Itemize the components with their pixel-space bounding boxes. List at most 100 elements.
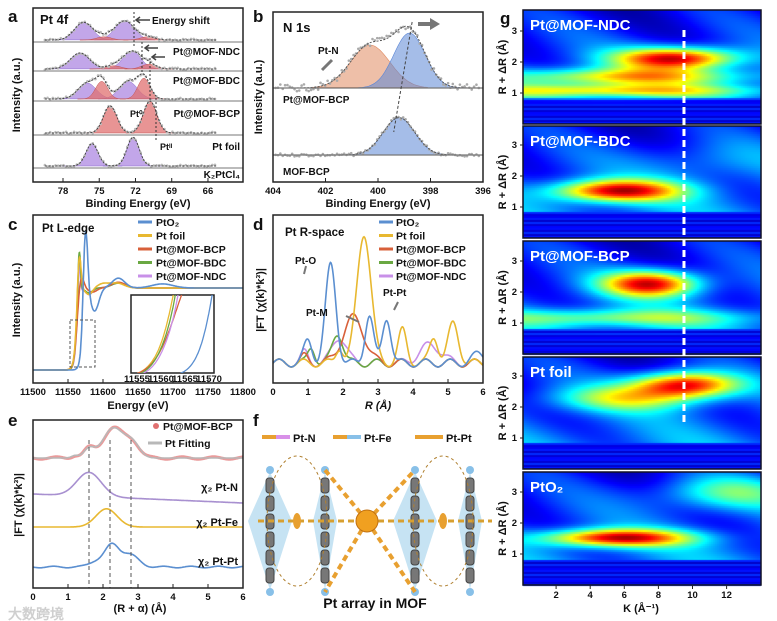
energy-shift-label: Energy shift: [152, 16, 210, 27]
arrow-icon: [303, 265, 307, 275]
panel-d-xlabel: R (Å): [365, 399, 392, 412]
panel-b-title: N 1s: [283, 20, 310, 35]
x-tick-label: 6: [622, 590, 627, 601]
mof-structure-illustration: [248, 455, 492, 596]
data-point: [297, 89, 301, 92]
arrow-icon: [393, 301, 399, 311]
central-pt-atom: [355, 509, 379, 533]
fe-atom: [266, 466, 274, 474]
x-tick-label: 11550: [55, 387, 81, 398]
data-point: [59, 36, 63, 40]
y-tick-label: 1: [512, 202, 518, 213]
n1s-peak: [341, 117, 457, 156]
inset-tick-label: 11555: [124, 374, 151, 385]
data-point: [120, 84, 124, 88]
data-point: [112, 90, 116, 93]
legend-label: Pt-Fe: [364, 433, 392, 445]
data-point: [347, 59, 351, 62]
data-point: [375, 138, 379, 141]
x-tick-label: 66: [203, 186, 214, 197]
linker-ring: [320, 495, 330, 512]
panel-b-ylabel: Intensity (a.u.): [253, 59, 265, 134]
data-point: [56, 67, 60, 70]
data-point: [213, 163, 217, 167]
data-point: [72, 92, 76, 96]
arrow-left-icon: [143, 44, 158, 52]
data-point: [78, 87, 81, 91]
data-point: [136, 29, 140, 32]
envelope-fit: [44, 100, 217, 134]
heatmap-ylabel: R + ΔR (Å): [496, 501, 509, 556]
data-point: [309, 88, 313, 92]
data-point: [345, 67, 348, 70]
data-point: [458, 83, 462, 86]
data-point: [286, 83, 289, 87]
legend-swatch: [153, 423, 159, 429]
data-point: [397, 30, 400, 34]
series-label-pt-n: χ₂ Pt-N: [201, 482, 238, 494]
x-tick-label: 8: [656, 590, 661, 601]
x-tick-label: 396: [475, 186, 491, 197]
x-tick-label: 4: [588, 590, 594, 601]
data-point: [321, 82, 325, 86]
x-tick-label: 11750: [195, 387, 221, 398]
pt-fe-bond: [365, 519, 417, 594]
ft-line: [272, 235, 484, 368]
panel-g-xlabel: K (Å⁻¹): [623, 602, 659, 615]
component-line: [33, 471, 243, 504]
legend-label: Pt@MOF-BCP: [156, 244, 226, 256]
panel-d-ylabel: |FT (χ(k)*k³)|: [255, 268, 267, 332]
linker-ring: [410, 549, 420, 566]
coordination-diamond: [458, 472, 482, 590]
envelope-fit: [44, 50, 217, 70]
panel-b-xlabel: Binding Energy (eV): [325, 198, 430, 210]
x-tick-label: 2: [100, 592, 105, 603]
data-point: [380, 131, 384, 135]
heatmap-frame: [522, 9, 762, 125]
data-point: [125, 145, 129, 149]
data-point: [352, 53, 355, 57]
series-label-bcp: Pt@MOF-BCP: [174, 109, 241, 120]
heatmap-frame: [522, 125, 762, 239]
panel-letter-a: a: [8, 7, 18, 26]
coordination-diamond: [393, 472, 437, 590]
data-point: [442, 83, 445, 86]
linker-ring: [320, 549, 330, 566]
data-point: [432, 67, 436, 70]
x-tick-label: 11600: [90, 387, 116, 398]
pt0-label: Pt⁰: [130, 109, 143, 119]
panel-a-frame: [32, 7, 244, 183]
data-point: [128, 131, 132, 134]
y-tick-label: 3: [512, 487, 517, 498]
data-point: [399, 118, 403, 121]
fe-atom: [466, 466, 474, 474]
data-point: [463, 155, 466, 158]
legend-label: Pt-N: [293, 433, 316, 445]
fit-line: [33, 426, 243, 459]
arrow-left-icon: [134, 16, 150, 24]
x-tick-label: 5: [445, 387, 451, 398]
data-point: [197, 97, 201, 101]
linker-ring: [320, 531, 330, 548]
data-point: [176, 66, 180, 70]
heatmap-title: Pt foil: [530, 364, 572, 381]
data-point: [300, 84, 303, 87]
legend-label: Pt@MOF-NDC: [396, 271, 467, 283]
pt0-peak: [119, 77, 169, 100]
data-point: [46, 96, 49, 100]
linker-ring: [265, 567, 275, 584]
data-point: [123, 19, 126, 23]
heatmap-ylabel: R + ΔR (Å): [496, 385, 509, 440]
series-label-mof-bcp: MOF-BCP: [283, 167, 330, 178]
data-point: [349, 151, 353, 155]
x-tick-label: 69: [166, 186, 177, 197]
linker-ring: [465, 567, 475, 584]
data-point: [368, 44, 372, 48]
linker-ring: [265, 495, 275, 512]
panel-letter-b: b: [253, 7, 263, 26]
data-point: [316, 88, 320, 91]
data-point: [416, 34, 419, 37]
data-point: [56, 130, 60, 134]
x-tick-label: 6: [240, 592, 245, 603]
data-point: [107, 65, 110, 69]
